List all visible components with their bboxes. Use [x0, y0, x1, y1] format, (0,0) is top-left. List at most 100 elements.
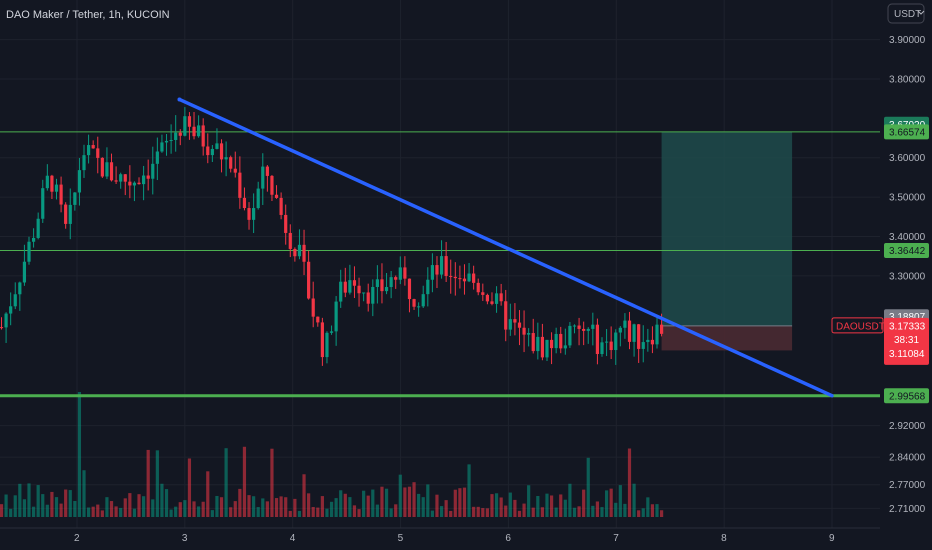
- volume-bar: [169, 509, 173, 517]
- candle-body: [192, 126, 196, 137]
- volume-bar: [155, 450, 159, 517]
- candle-body: [357, 285, 361, 294]
- volume-bar: [632, 483, 636, 517]
- candle-body: [164, 140, 169, 143]
- price-tick-label: 2.84000: [889, 453, 926, 464]
- volume-bar: [27, 483, 31, 517]
- volume-bar: [362, 490, 366, 517]
- price-tick-label: 3.40000: [889, 232, 926, 243]
- candle-body: [348, 280, 352, 293]
- candle-body: [151, 163, 155, 179]
- volume-bar: [609, 488, 613, 517]
- candle-body: [36, 218, 40, 238]
- volume-bar: [517, 510, 522, 517]
- price-axis-panel[interactable]: [880, 0, 932, 550]
- volume-bar: [142, 496, 146, 517]
- candle-body: [380, 279, 384, 292]
- time-tick-label: 7: [613, 533, 619, 544]
- volume-bar: [439, 506, 444, 517]
- time-tick-label: 6: [505, 533, 511, 544]
- descending-trendline[interactable]: [177, 97, 834, 398]
- currency-button-label: USDT: [894, 9, 921, 20]
- candle-body: [462, 278, 467, 282]
- candle-body: [137, 182, 141, 185]
- volume-bar: [307, 493, 311, 517]
- candle-body: [261, 166, 265, 189]
- time-tick-label: 9: [829, 533, 835, 544]
- candle-body: [109, 162, 114, 181]
- volume-bar: [421, 497, 425, 517]
- volume-bar: [233, 501, 237, 517]
- volume-bar: [302, 474, 306, 517]
- volume-bar: [582, 489, 586, 517]
- currency-button[interactable]: USDT: [887, 3, 925, 24]
- candle-body: [650, 339, 655, 345]
- volume-bar: [109, 501, 114, 517]
- volume-bar: [293, 498, 297, 517]
- trendline[interactable]: [177, 97, 834, 398]
- volume-bar: [96, 504, 100, 517]
- candle-body: [123, 174, 127, 182]
- candle-body: [18, 282, 22, 295]
- trendline-handle[interactable]: [177, 97, 182, 102]
- volume-bar: [100, 510, 104, 517]
- volume-bar: [105, 497, 109, 517]
- candle-body: [604, 341, 609, 343]
- volume-bar: [123, 498, 127, 517]
- chart-title: DAO Maker / Tether, 1h, KUCOIN: [6, 9, 170, 21]
- volume-bar: [151, 499, 155, 517]
- candle-body: [77, 170, 82, 193]
- candle-body: [527, 333, 531, 335]
- volume-bar: [646, 497, 650, 517]
- candle-body: [339, 281, 343, 302]
- volume-bar: [591, 505, 595, 517]
- volume-bar: [494, 493, 499, 517]
- candle-body: [68, 204, 72, 224]
- chevron-down-icon: [917, 10, 925, 15]
- candle-body: [559, 333, 563, 349]
- volume-bar: [36, 485, 40, 517]
- candle-body: [73, 192, 77, 205]
- volume-bar: [256, 507, 260, 517]
- candle-body: [343, 281, 347, 293]
- candle-body: [31, 237, 36, 242]
- candle-body: [252, 208, 256, 220]
- volume-bar: [623, 503, 627, 517]
- candle-body: [233, 168, 237, 173]
- candle-body: [627, 320, 632, 342]
- level-price-tag-bg: [884, 388, 929, 404]
- profit-zone[interactable]: [661, 131, 793, 326]
- volume-bar: [82, 470, 86, 517]
- volume-bar: [435, 494, 439, 517]
- candle-body: [646, 339, 650, 343]
- volume-bar: [430, 510, 434, 517]
- volume-bar: [458, 488, 462, 517]
- candle-body: [595, 324, 600, 355]
- volume-bar: [224, 448, 228, 517]
- volume-bar: [114, 506, 118, 517]
- candle-body: [577, 325, 581, 329]
- long-position-box[interactable]: [661, 131, 793, 351]
- candle-body: [536, 336, 540, 352]
- volume-bar: [54, 497, 59, 517]
- volume-bar: [407, 486, 412, 517]
- candle-body: [655, 324, 659, 345]
- volume-bar: [476, 506, 480, 517]
- volume-bar: [252, 496, 256, 517]
- time-tick-label: 2: [74, 533, 80, 544]
- volume-bar: [375, 504, 379, 517]
- volume-bar: [9, 508, 13, 517]
- candle-body: [494, 293, 499, 304]
- volume-bar: [398, 474, 402, 517]
- candle-body: [86, 145, 91, 156]
- candle-body: [563, 345, 567, 349]
- candle-body: [568, 325, 572, 346]
- horizontal-levels[interactable]: [0, 131, 880, 398]
- volume-bar: [68, 490, 72, 517]
- candle-body: [100, 157, 104, 177]
- price-tick-label: 3.50000: [889, 193, 926, 204]
- candle-body: [174, 132, 178, 140]
- volume-bar: [265, 501, 269, 517]
- volume-bar: [467, 464, 471, 517]
